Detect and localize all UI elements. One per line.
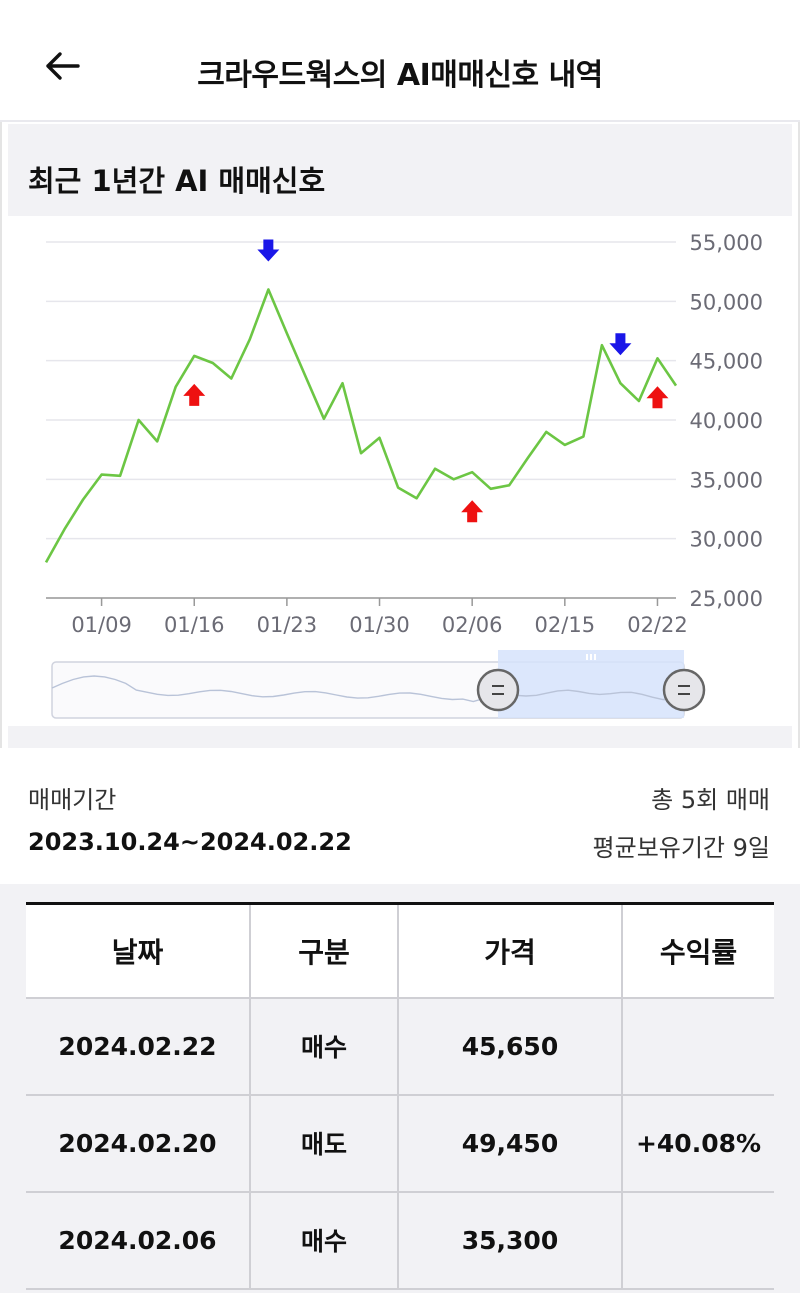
y-tick-label: 25,000 [690, 587, 763, 611]
y-tick-label: 50,000 [690, 290, 763, 314]
cell-type: 매수 [250, 997, 399, 1096]
period-label: 매매기간 [28, 786, 117, 814]
navigator-grip [590, 654, 592, 660]
buy-signal-icon [183, 383, 206, 406]
y-tick-label: 40,000 [690, 409, 763, 433]
cell-type: 매도 [250, 1094, 399, 1193]
chart-area[interactable]: 55,000 50,000 45,000 40,000 35,000 30,000 25,0… [8, 216, 792, 726]
column-header-return[interactable]: 수익률 [622, 902, 774, 999]
y-tick-label: 30,000 [690, 528, 763, 552]
cell-price: 49,450 [398, 1094, 623, 1193]
column-header-date[interactable]: 날짜 [26, 902, 251, 999]
table-header-row: 날짜 구분 가격 수익률 [26, 902, 774, 999]
table-row[interactable]: 2024.02.22 매수 45,650 [26, 997, 774, 1096]
page-title: 크라우드웍스의 AI매매신호 내역 [197, 58, 603, 93]
trade-count: 총 5회 매매 [651, 786, 770, 814]
cell-price: 35,300 [398, 1191, 623, 1290]
navigator-selected-range [498, 650, 684, 718]
trading-period: 매매기간 2023.10.24~2024.02.22 총 5회 매매 평균보유기… [0, 748, 800, 884]
back-button[interactable] [40, 48, 84, 88]
x-tick-label: 01/23 [257, 613, 318, 637]
table-row[interactable]: 2024.02.20 매도 49,450 +40.08% [26, 1094, 774, 1193]
average-holding-period: 평균보유기간 9일 [592, 834, 770, 862]
section-title: 최근 1년간 AI 매매신호 [28, 164, 326, 198]
price-series-line [44, 288, 678, 564]
price-chart[interactable]: 55,000 50,000 45,000 40,000 35,000 30,000 25,0… [8, 216, 792, 726]
x-tick-label: 02/15 [535, 613, 596, 637]
cell-date: 2024.02.06 [26, 1191, 251, 1290]
trade-table: 날짜 구분 가격 수익률 2024.02.22 매수 45,650 2024.0… [26, 902, 774, 1290]
cell-price: 45,650 [398, 997, 623, 1096]
trade-history: 날짜 구분 가격 수익률 2024.02.22 매수 45,650 2024.0… [0, 884, 800, 1293]
sell-signal-icon [257, 239, 280, 262]
y-tick-label: 55,000 [690, 231, 763, 255]
navigator-grip [594, 654, 596, 660]
column-header-price[interactable]: 가격 [398, 902, 623, 999]
arrow-left-icon [44, 51, 80, 85]
y-tick-label: 35,000 [690, 468, 763, 492]
cell-type: 매수 [250, 1191, 399, 1290]
x-tick-label: 02/22 [627, 613, 688, 637]
signal-chart-section: 최근 1년간 AI 매매신호 55,000 50,000 45,000 40,000 3… [8, 124, 792, 748]
navigator-overview-line [51, 675, 685, 703]
buy-signal-icon [646, 386, 669, 409]
navigator-grip [586, 654, 588, 660]
cell-return: +40.08% [622, 1094, 774, 1193]
navigator-right-handle [662, 668, 706, 712]
cell-return [622, 1191, 774, 1290]
cell-return [622, 997, 774, 1096]
x-tick-label: 01/16 [164, 613, 225, 637]
x-tick-label: 01/30 [349, 613, 410, 637]
table-row[interactable]: 2024.02.06 매수 35,300 [26, 1191, 774, 1290]
buy-signal-icon [461, 500, 484, 523]
period-range: 2023.10.24~2024.02.22 [28, 828, 352, 856]
navigator-left-handle [476, 668, 520, 712]
y-tick-label: 45,000 [690, 350, 763, 374]
cell-date: 2024.02.20 [26, 1094, 251, 1193]
sell-signal-icon [609, 333, 632, 356]
column-header-type[interactable]: 구분 [250, 902, 399, 999]
header: 크라우드웍스의 AI매매신호 내역 [0, 0, 800, 122]
cell-date: 2024.02.22 [26, 997, 251, 1096]
x-tick-label: 02/06 [442, 613, 503, 637]
x-tick-label: 01/09 [71, 613, 132, 637]
